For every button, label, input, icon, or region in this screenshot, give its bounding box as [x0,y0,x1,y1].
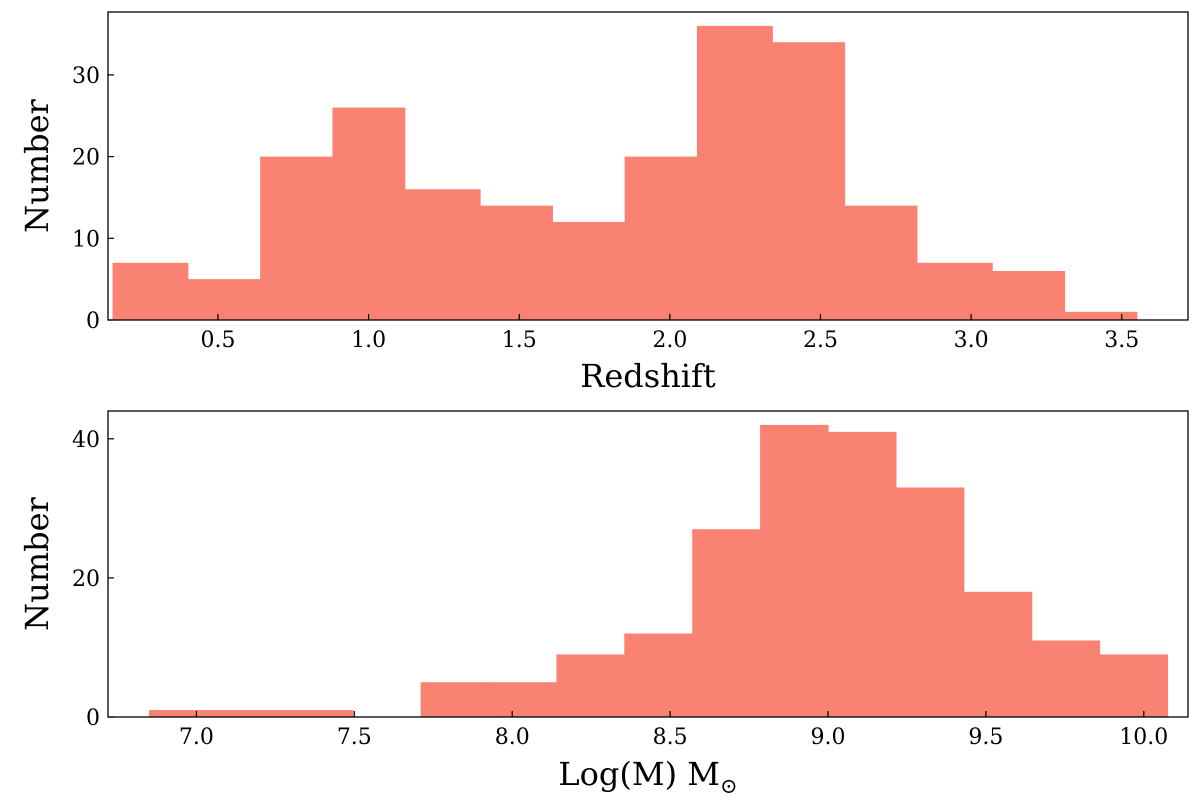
redshift-y-tick-label: 0 [86,309,100,334]
mass-bar [1031,640,1101,717]
redshift-bar [187,279,261,320]
redshift-x-tick-label: 1.0 [351,328,386,353]
redshift-bar [624,156,698,320]
mass-bar [556,654,625,717]
mass-y-tick-label: 0 [86,706,100,731]
mass-x-axis-label: Log(M) M⊙ [558,755,737,798]
redshift-bars [112,25,1138,320]
redshift-y-tick-label: 20 [72,146,100,171]
redshift-x-tick-label: 0.5 [200,328,235,353]
mass-bar [963,591,1033,717]
redshift-bar [480,205,553,320]
mass-y-tick-label: 20 [72,567,100,592]
redshift-bar [332,107,406,320]
mass-x-tick-label: 9.0 [811,725,846,750]
mass-histogram: 7.0 7.5 8.0 8.5 9.0 9.5 10.0 0 20 40 Log(M) M⊙ Nu… [18,410,1189,798]
redshift-bar [992,270,1066,320]
redshift-bar [260,156,334,320]
redshift-x-tick-label: 1.5 [502,328,537,353]
mass-ticks: 7.0 7.5 8.0 8.5 9.0 9.5 10.0 0 20 40 [72,428,1168,750]
mass-bar [420,682,490,717]
mass-bar [1099,654,1169,717]
redshift-bar [772,42,846,320]
mass-x-tick-label: 7.0 [179,725,214,750]
mass-bar [760,424,829,717]
mass-bar [488,682,558,717]
mass-x-tick-label: 8.5 [653,725,688,750]
redshift-y-axis-label: Number [18,98,56,232]
mass-x-tick-label: 8.0 [495,725,530,750]
redshift-histogram: 0.5 1.0 1.5 2.0 2.5 3.0 3.5 0 10 20 30 Redshift Nu… [18,11,1189,395]
mass-x-axis-label-subscript: ⊙ [720,774,738,798]
mass-bar [828,431,897,717]
mass-bar [149,710,218,717]
mass-y-axis-label: Number [18,496,56,630]
redshift-ticks: 0.5 1.0 1.5 2.0 2.5 3.0 3.5 0 10 20 30 [72,64,1139,353]
mass-bars [149,424,1169,717]
mass-x-axis-label-main: Log(M) M [558,755,720,793]
redshift-x-tick-label: 3.5 [1104,328,1139,353]
mass-x-tick-label: 7.5 [337,725,372,750]
mass-bar [692,529,761,717]
redshift-bar [1064,311,1138,320]
redshift-x-axis-label: Redshift [580,357,716,395]
redshift-y-tick-label: 10 [72,227,100,252]
redshift-bar [112,262,189,320]
mass-axes-frame [107,410,1189,718]
redshift-bar [552,221,626,320]
redshift-bar [404,189,481,320]
redshift-x-tick-label: 2.0 [652,328,687,353]
redshift-y-tick-label: 30 [72,64,100,89]
mass-bar [216,710,286,717]
redshift-bar [916,262,993,320]
mass-x-tick-label: 9.5 [968,725,1003,750]
mass-bar [895,487,965,717]
redshift-bar [696,25,773,320]
redshift-x-tick-label: 2.5 [803,328,838,353]
mass-y-tick-label: 40 [72,428,100,453]
redshift-axes-frame [107,11,1189,321]
mass-x-tick-label: 10.0 [1119,725,1168,750]
mass-bar [284,710,354,717]
redshift-bar [844,205,918,320]
mass-bar [624,633,693,717]
redshift-x-tick-label: 3.0 [954,328,989,353]
